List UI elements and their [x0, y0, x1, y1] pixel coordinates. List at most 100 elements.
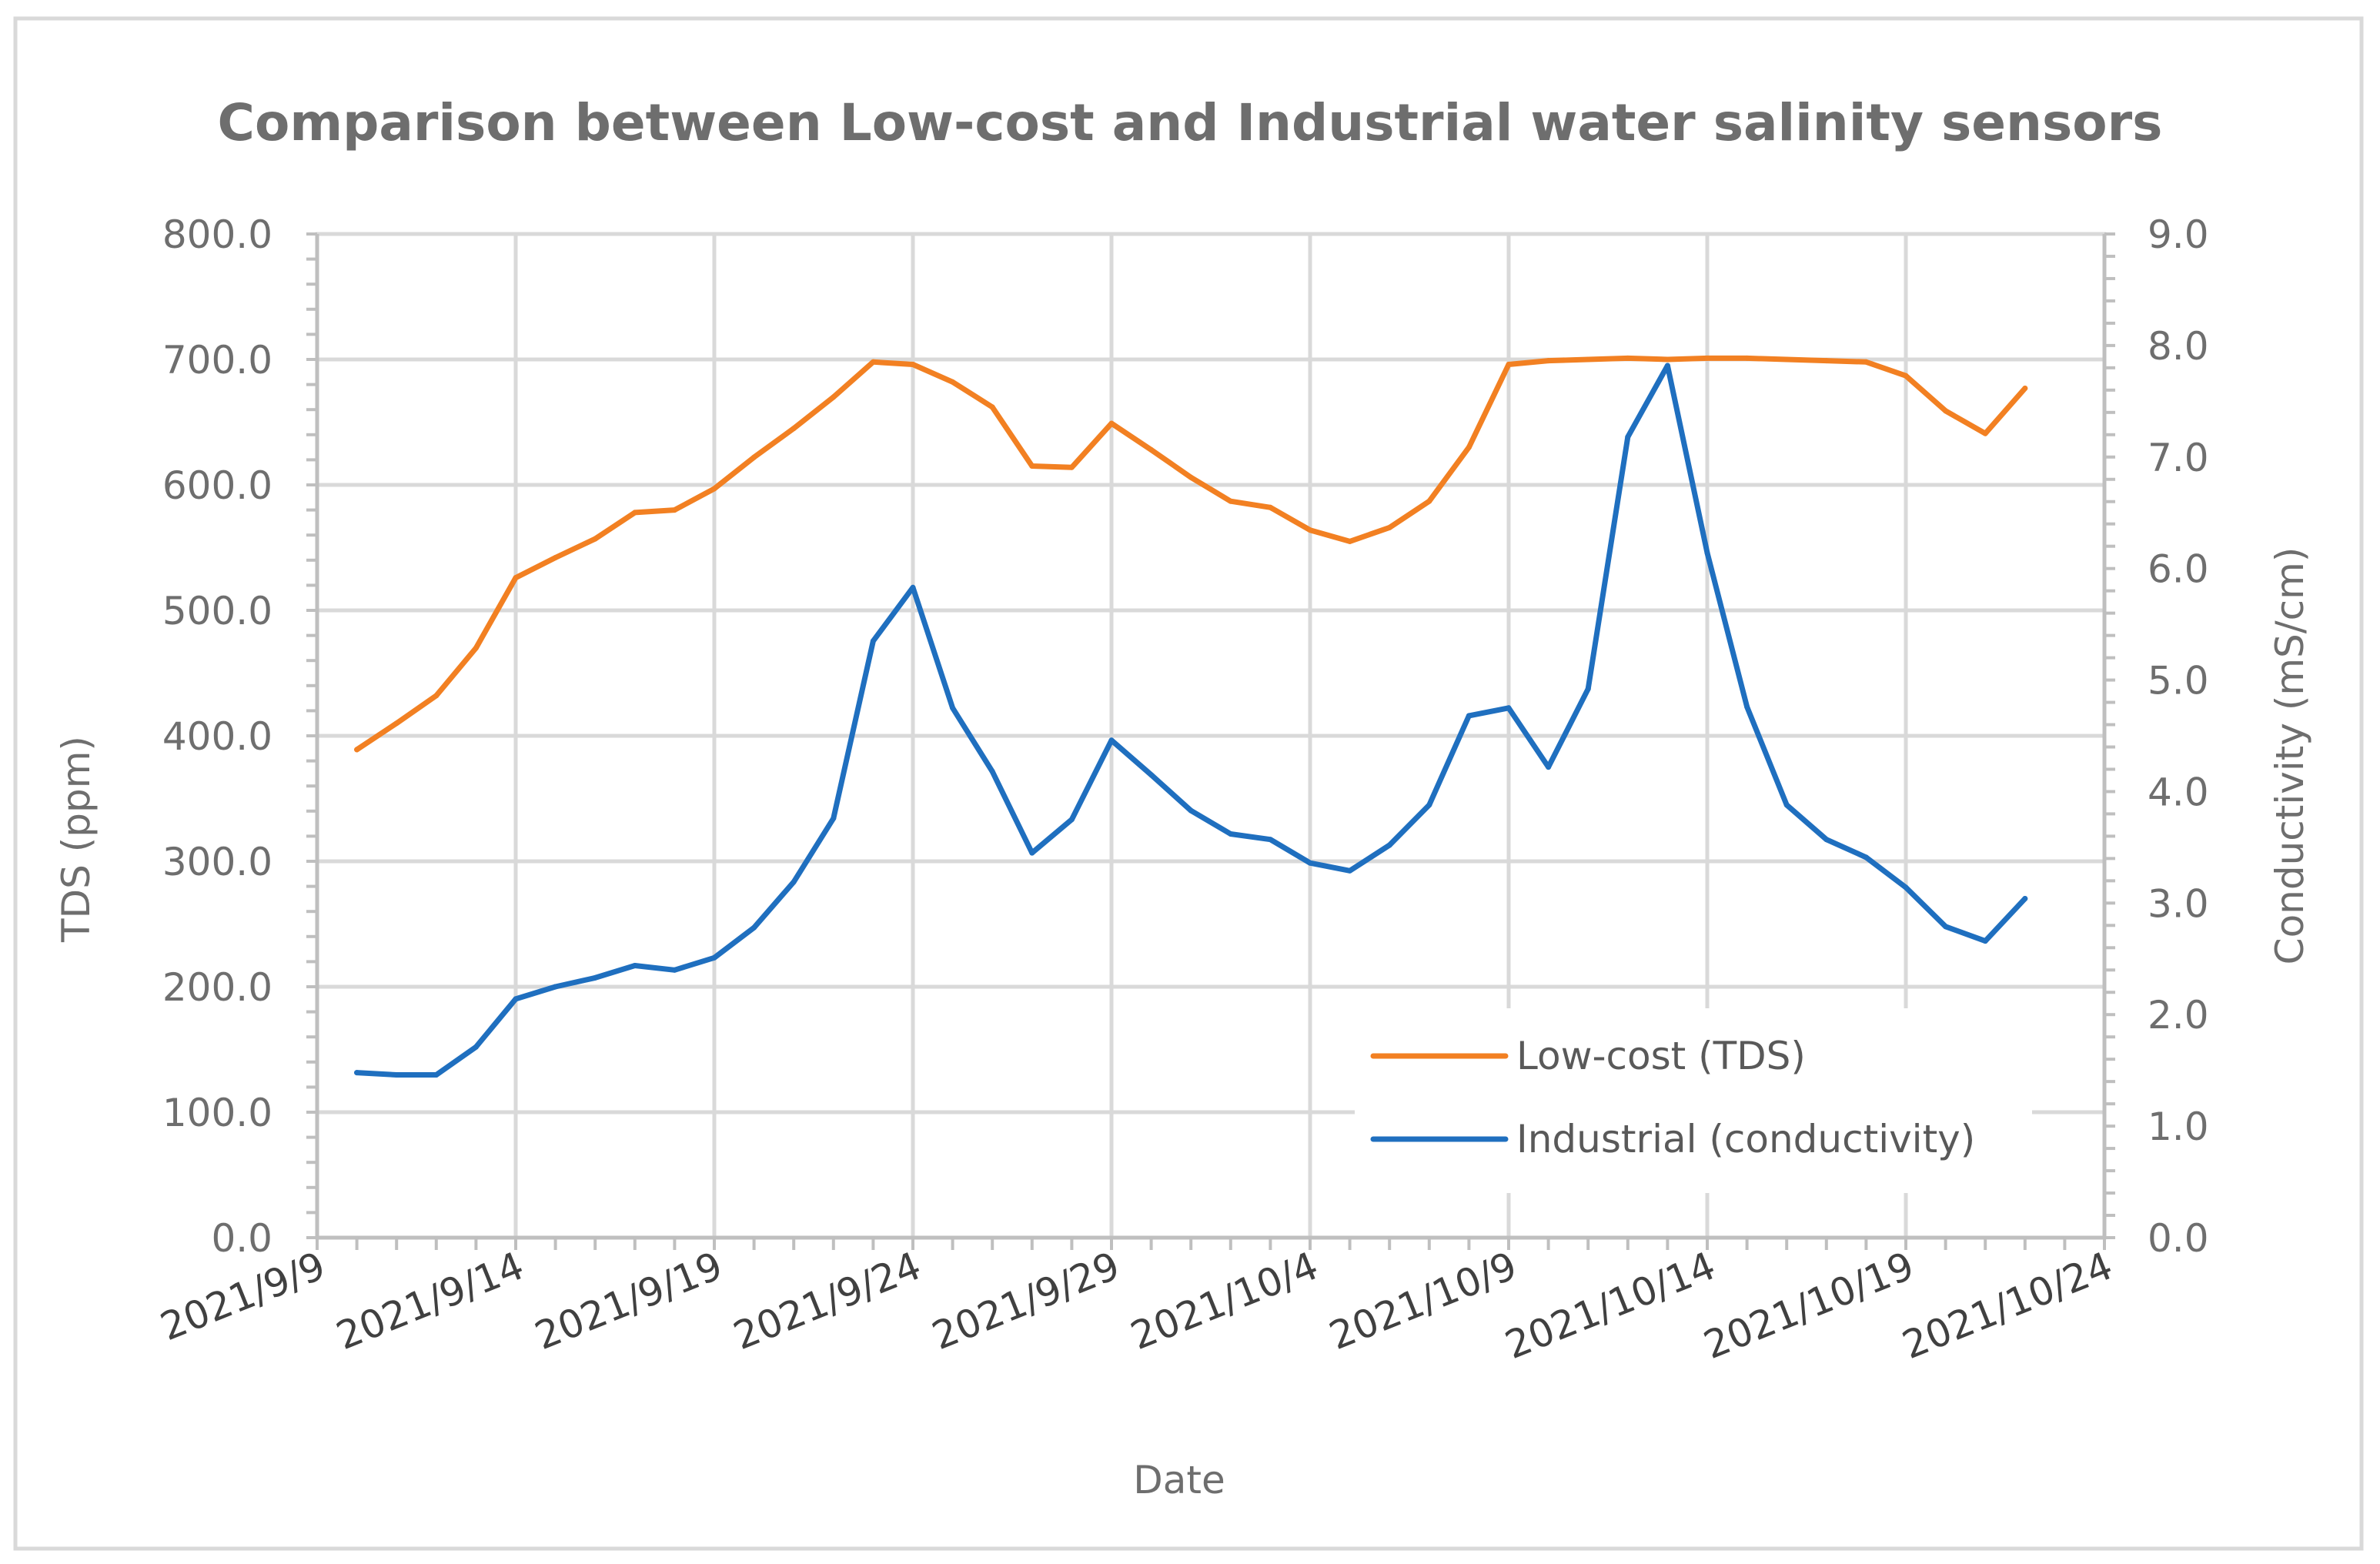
data-point-low-cost [1823, 358, 1830, 364]
data-point-low-cost [1426, 498, 1432, 504]
data-point-low-cost [711, 486, 717, 492]
data-point-industrial [1386, 842, 1392, 848]
y2-tick-label: 0.0 [2148, 1216, 2209, 1261]
data-point-industrial [1108, 737, 1115, 744]
data-point-low-cost [1466, 444, 1472, 450]
y2-axis-tick-labels: 0.0 1.0 2.0 3.0 4.0 5.0 6.0 7.0 8.0 9.0 [2148, 212, 2209, 1261]
data-point-low-cost [393, 720, 399, 727]
legend: Low-cost (TDS) Industrial (conductivity) [1355, 1008, 2032, 1193]
data-point-low-cost [1386, 524, 1392, 530]
y2-tick-label: 8.0 [2148, 324, 2209, 369]
y-tick-label: 200.0 [162, 965, 272, 1010]
y-tick-label: 800.0 [162, 212, 272, 257]
data-point-low-cost [791, 426, 797, 432]
data-point-industrial [553, 984, 559, 990]
data-point-low-cost [473, 645, 479, 651]
y2-axis-title: Conductivity (mS/cm) [2268, 547, 2312, 965]
data-point-industrial [1267, 837, 1273, 843]
data-point-industrial [831, 815, 837, 821]
data-point-low-cost [1664, 356, 1670, 363]
data-point-low-cost [1863, 359, 1869, 365]
data-point-low-cost [1068, 464, 1075, 470]
axis-layer [306, 232, 2115, 1250]
data-point-low-cost [870, 359, 876, 365]
series-layer [354, 355, 2028, 1078]
legend-label-industrial: Industrial (conductivity) [1516, 1117, 1975, 1161]
data-point-industrial [473, 1044, 479, 1050]
y2-tick-label: 1.0 [2148, 1104, 2209, 1149]
data-point-industrial [1148, 772, 1155, 778]
data-point-low-cost [989, 404, 995, 410]
data-point-industrial [393, 1072, 399, 1078]
data-point-industrial [1546, 764, 1552, 770]
data-point-industrial [1188, 807, 1194, 814]
data-point-industrial [1466, 713, 1472, 719]
data-point-industrial [1903, 884, 1909, 891]
data-point-industrial [1704, 550, 1710, 556]
data-point-low-cost [354, 747, 360, 753]
data-point-industrial [433, 1072, 440, 1078]
data-point-low-cost [751, 454, 757, 460]
data-point-low-cost [632, 510, 638, 516]
data-point-industrial [1625, 434, 1631, 440]
data-point-industrial [513, 996, 519, 1002]
data-point-industrial [950, 705, 956, 711]
y2-tick-label: 6.0 [2148, 547, 2209, 592]
data-point-low-cost [910, 362, 916, 367]
data-point-low-cost [1267, 504, 1273, 510]
data-point-low-cost [2022, 386, 2028, 391]
data-point-low-cost [513, 575, 519, 581]
data-point-low-cost [1029, 463, 1035, 469]
data-point-industrial [2022, 896, 2028, 901]
y-tick-label: 400.0 [162, 714, 272, 759]
data-point-low-cost [553, 555, 559, 560]
y2-tick-label: 3.0 [2148, 881, 2209, 926]
data-point-low-cost [1228, 498, 1234, 504]
data-point-industrial [870, 638, 876, 644]
data-point-industrial [1228, 831, 1234, 837]
data-point-low-cost [1506, 362, 1512, 367]
data-point-low-cost [1188, 474, 1194, 480]
data-point-industrial [711, 954, 717, 961]
data-point-low-cost [1108, 420, 1115, 426]
y-tick-label: 0.0 [211, 1216, 272, 1261]
data-point-industrial [671, 967, 677, 973]
legend-background [1355, 1008, 2032, 1193]
data-point-industrial [791, 879, 797, 885]
data-point-industrial [1982, 938, 1988, 944]
data-point-industrial [1943, 924, 1949, 930]
data-point-industrial [354, 1070, 360, 1076]
data-point-industrial [1585, 686, 1591, 692]
data-point-low-cost [1783, 356, 1790, 363]
x-axis-title: Date [1133, 1458, 1225, 1502]
y-tick-label: 300.0 [162, 840, 272, 884]
data-point-industrial [1426, 802, 1432, 808]
data-point-low-cost [1943, 408, 1949, 414]
data-point-low-cost [1307, 527, 1313, 533]
data-point-industrial [1029, 850, 1035, 856]
y2-tick-label: 7.0 [2148, 436, 2209, 480]
data-point-low-cost [1546, 358, 1552, 364]
data-point-industrial [989, 768, 995, 774]
data-point-industrial [1347, 867, 1353, 874]
data-point-low-cost [831, 394, 837, 400]
data-point-low-cost [592, 536, 598, 542]
y2-tick-label: 4.0 [2148, 770, 2209, 814]
data-point-industrial [1823, 837, 1830, 843]
legend-label-low-cost: Low-cost (TDS) [1516, 1034, 1806, 1078]
data-point-low-cost [1982, 430, 1988, 436]
data-point-low-cost [1585, 356, 1591, 363]
data-point-low-cost [1903, 373, 1909, 379]
data-point-industrial [1783, 802, 1790, 808]
y2-tick-label: 2.0 [2148, 993, 2209, 1038]
data-point-low-cost [1148, 446, 1155, 453]
y2-tick-label: 9.0 [2148, 212, 2209, 257]
y-tick-label: 100.0 [162, 1091, 272, 1135]
data-point-industrial [910, 584, 916, 590]
data-point-low-cost [950, 379, 956, 385]
chart-border [13, 16, 2364, 1551]
data-point-industrial [1307, 860, 1313, 866]
chart-title: Comparison between Low-cost and Industri… [218, 93, 2163, 152]
